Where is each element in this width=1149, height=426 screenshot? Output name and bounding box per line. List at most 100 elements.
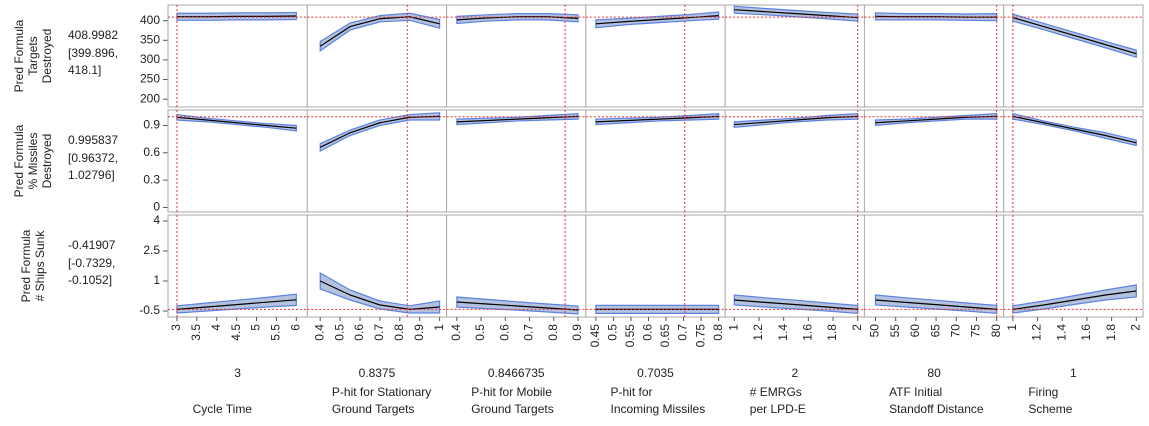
factor-name: per LPD-E — [750, 402, 806, 416]
x-tick-label: 60 — [908, 324, 922, 338]
x-tick-label: 0.8 — [392, 324, 406, 341]
ci-text: [0.96372, — [68, 151, 118, 165]
prediction-line — [456, 16, 579, 21]
ci-text: -0.1052] — [68, 273, 112, 287]
x-tick-label: 0.8 — [546, 324, 560, 341]
x-tick-label: 0.6 — [497, 324, 511, 341]
cell-frame — [724, 4, 865, 108]
x-tick-label: 1 — [726, 324, 740, 331]
y-tick-label: 300 — [140, 52, 160, 66]
factor-name: Standoff Distance — [889, 402, 984, 416]
x-tick-label: 3.5 — [189, 324, 203, 341]
x-tick-label: 75 — [969, 324, 983, 338]
cell-frame — [585, 109, 726, 213]
prediction-line — [595, 115, 719, 123]
x-tick-label: 5.5 — [269, 324, 283, 341]
x-tick-label: 65 — [928, 324, 942, 338]
x-tick-label: 55 — [888, 324, 902, 338]
prediction-line — [176, 299, 297, 310]
prediction-line — [1012, 16, 1137, 55]
x-tick-label: 1 — [432, 324, 446, 331]
factor-name: Cycle Time — [193, 402, 253, 416]
current-response: 408.9982 — [68, 28, 118, 42]
ci-text: 1.02796] — [68, 168, 115, 182]
factor-name: P-hit for Stationary — [332, 385, 431, 399]
prediction-line — [456, 115, 579, 123]
prediction-line — [1012, 290, 1137, 310]
prediction-line — [734, 9, 858, 19]
prediction-line — [595, 14, 719, 25]
x-tick-label: 1.8 — [825, 324, 839, 341]
x-tick-label: 0.6 — [641, 324, 655, 341]
y-tick-label: 4 — [153, 213, 160, 227]
prediction-line — [319, 16, 440, 47]
current-factor: 0.8466735 — [488, 366, 545, 380]
x-tick-label: 4.5 — [229, 324, 243, 341]
cell-frame — [585, 214, 726, 318]
x-tick-label: 0.7 — [676, 324, 690, 341]
x-tick-label: 0.9 — [412, 324, 426, 341]
y-tick-label: 200 — [140, 91, 160, 105]
current-factor: 0.7035 — [637, 366, 674, 380]
x-tick-label: 2 — [850, 324, 864, 331]
x-tick-label: 1.2 — [751, 324, 765, 341]
confidence-band — [176, 293, 297, 314]
prediction-line — [456, 301, 579, 311]
x-tick-label: 0.65 — [658, 324, 672, 348]
current-response: 0.995837 — [68, 133, 118, 147]
x-tick-label: 50 — [868, 324, 882, 338]
response-label: # Ships Sunk — [33, 230, 47, 302]
factor-name: Ground Targets — [332, 402, 415, 416]
response-label: % Missiles — [26, 133, 40, 190]
prediction-line — [176, 116, 297, 129]
confidence-band — [1012, 284, 1137, 314]
y-tick-label: 0.6 — [143, 145, 160, 159]
x-tick-label: 80 — [989, 324, 1003, 338]
y-tick-label: 0 — [153, 200, 160, 214]
x-tick-label: 4 — [209, 324, 223, 331]
x-tick-label: 70 — [948, 324, 962, 338]
x-tick-label: 0.4 — [312, 324, 326, 341]
current-factor: 0.8375 — [359, 366, 396, 380]
ci-text: [399.896, — [68, 46, 118, 60]
y-tick-label: 0.3 — [143, 172, 160, 186]
factor-name: Incoming Missiles — [611, 402, 706, 416]
cell-frame — [863, 4, 1005, 108]
x-tick-label: 0.75 — [693, 324, 707, 348]
current-response: -0.41907 — [68, 238, 116, 252]
x-tick-label: 0.55 — [623, 324, 637, 348]
x-tick-label: 1.4 — [1054, 324, 1068, 341]
x-tick-label: 1.6 — [1079, 324, 1093, 341]
current-factor: 80 — [927, 366, 941, 380]
confidence-band — [456, 13, 579, 25]
prediction-line — [734, 299, 858, 310]
x-tick-label: 1.2 — [1030, 324, 1044, 341]
factor-name: Scheme — [1028, 402, 1072, 416]
x-tick-label: 0.5 — [473, 324, 487, 341]
prediction-line — [1012, 115, 1137, 144]
x-tick-label: 0.6 — [352, 324, 366, 341]
response-label: Pred Formula — [12, 19, 26, 92]
factor-name: ATF Initial — [889, 385, 942, 399]
cell-frame — [446, 109, 587, 213]
response-label: Targets — [26, 36, 40, 75]
x-tick-label: 0.7 — [372, 324, 386, 341]
y-tick-label: 0.9 — [143, 118, 160, 132]
y-tick-label: 350 — [140, 32, 160, 46]
prediction-line — [875, 299, 997, 310]
factor-name: Ground Targets — [471, 402, 554, 416]
y-tick-label: 1 — [153, 273, 160, 287]
x-tick-label: 0.8 — [711, 324, 725, 341]
x-tick-label: 0.5 — [606, 324, 620, 341]
x-tick-label: 1.8 — [1104, 324, 1118, 341]
response-label: Pred Formula — [12, 124, 26, 197]
factor-name: P-hit for Mobile — [471, 385, 552, 399]
cell-frame — [863, 109, 1005, 213]
x-tick-label: 3 — [169, 324, 183, 331]
response-label: Pred Formula — [19, 229, 33, 302]
prediction-line — [734, 115, 858, 126]
factor-name: Firing — [1028, 385, 1058, 399]
x-tick-label: 1.4 — [776, 324, 790, 341]
current-factor: 1 — [1070, 366, 1077, 380]
